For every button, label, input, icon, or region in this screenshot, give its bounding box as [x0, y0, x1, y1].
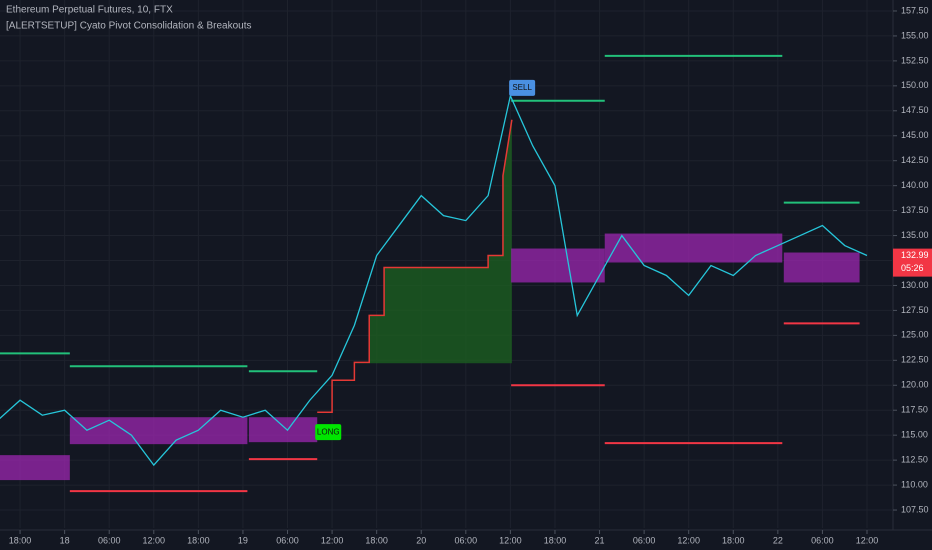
y-tick-label: 147.50: [901, 105, 929, 115]
x-tick-label: 06:00: [455, 535, 478, 545]
y-tick-label: 112.50: [901, 455, 928, 465]
x-tick-label: 20: [416, 535, 426, 545]
y-tick-label: 107.50: [901, 504, 929, 514]
x-tick-label: 12:00: [321, 535, 344, 545]
stop-area: [354, 119, 512, 364]
stop-line: [317, 119, 513, 413]
consolidation-zone: [511, 248, 605, 283]
y-tick-label: 150.00: [901, 80, 929, 90]
signal-badge: [509, 79, 536, 96]
price-line: [0, 93, 868, 467]
consolidation-zone: [248, 417, 318, 443]
x-tick-label: 12:00: [499, 535, 522, 545]
x-tick-label: 18:00: [9, 535, 32, 545]
signal-label: LONG: [317, 427, 340, 436]
y-tick-label: 155.00: [901, 30, 929, 40]
x-tick-label: 06:00: [633, 535, 656, 545]
countdown-label: 05:26: [901, 263, 924, 273]
y-tick-label: 142.50: [901, 155, 929, 165]
x-tick-label: 12:00: [856, 535, 879, 545]
x-tick-label: 18:00: [187, 535, 210, 545]
consolidation-zone: [0, 455, 70, 481]
y-tick-label: 125.00: [901, 330, 929, 340]
last-price-label: 132.99: [901, 250, 929, 260]
y-tick-label: 115.00: [901, 430, 928, 440]
x-tick-label: 19: [238, 535, 248, 545]
signal-label: SELL: [512, 83, 532, 92]
plot-area: LONG SELL: [0, 0, 893, 528]
y-tick-label: 157.50: [901, 5, 929, 15]
y-tick-label: 135.00: [901, 230, 929, 240]
x-tick-label: 12:00: [677, 535, 700, 545]
consolidation-zone: [69, 417, 248, 445]
y-tick-label: 152.50: [901, 55, 929, 65]
x-tick-label: 21: [595, 535, 605, 545]
consolidation-zone: [783, 252, 860, 283]
indicator-title: [ALERTSETUP] Cyato Pivot Consolidation &…: [6, 21, 251, 32]
y-tick-label: 127.50: [901, 305, 929, 315]
x-tick-label: 18:00: [722, 535, 745, 545]
signal-badge: [315, 424, 342, 441]
x-tick-label: 06:00: [811, 535, 834, 545]
x-tick-label: 06:00: [98, 535, 121, 545]
x-tick-label: 18:00: [365, 535, 388, 545]
y-tick-label: 122.50: [901, 355, 929, 365]
x-tick-label: 22: [773, 535, 783, 545]
y-tick-label: 110.00: [901, 479, 928, 489]
x-tick-label: 18:00: [544, 535, 567, 545]
x-tick-label: 12:00: [143, 535, 166, 545]
y-tick-label: 120.00: [901, 380, 929, 390]
last-price-box: [893, 248, 932, 277]
y-tick-label: 140.00: [901, 180, 929, 190]
y-tick-label: 130.00: [901, 280, 929, 290]
y-tick-label: 117.50: [901, 405, 928, 415]
chart-title: Ethereum Perpetual Futures, 10, FTX: [6, 5, 173, 16]
x-tick-label: 06:00: [276, 535, 299, 545]
y-tick-label: 145.00: [901, 130, 929, 140]
x-tick-label: 18: [60, 535, 70, 545]
y-tick-label: 137.50: [901, 205, 929, 215]
